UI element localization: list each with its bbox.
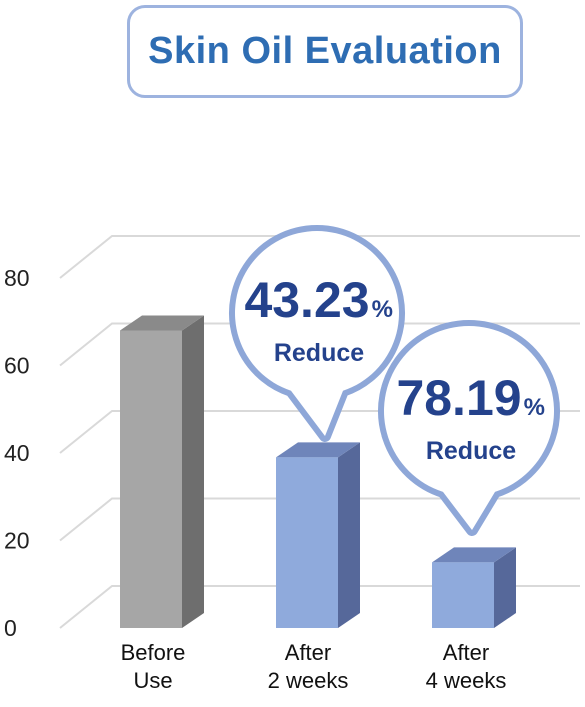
bar-side	[494, 547, 516, 628]
gridline	[59, 585, 580, 629]
x-category-label: After	[285, 640, 331, 665]
bar-side	[182, 315, 204, 628]
bar	[432, 547, 516, 628]
x-category-label: After	[443, 640, 489, 665]
y-tick-label: 40	[4, 440, 30, 466]
gridline	[59, 322, 580, 367]
bar-side	[338, 442, 360, 628]
y-tick-label: 20	[4, 528, 30, 554]
bar-top	[432, 547, 516, 563]
bar-front	[120, 330, 182, 628]
gridline	[59, 497, 580, 542]
callout-percent-value: 78.19	[396, 370, 521, 426]
x-category-label: 2 weeks	[268, 668, 349, 693]
x-category-label: 4 weeks	[426, 668, 507, 693]
y-tick-label: 60	[4, 353, 30, 379]
callout-percent-value: 43.23	[244, 272, 369, 328]
bar	[276, 442, 360, 628]
gridline	[59, 235, 580, 279]
reduction-callout: 43.23 % Reduce	[229, 225, 405, 442]
x-category-label: Use	[133, 668, 172, 693]
callout-reduce-label: Reduce	[426, 437, 516, 465]
bar-front	[276, 457, 338, 628]
chart-title-box: Skin Oil Evaluation	[127, 5, 523, 98]
y-tick-label: 80	[4, 265, 30, 291]
bar-top	[276, 442, 360, 458]
callout-percent-sign: %	[524, 394, 545, 421]
callout-fill	[234, 231, 399, 436]
x-category-label: Before	[121, 640, 186, 665]
bar-top	[120, 315, 204, 331]
bar-front	[432, 562, 494, 628]
y-tick-label: 0	[4, 615, 17, 641]
bar	[120, 315, 204, 628]
chart-title: Skin Oil Evaluation	[148, 30, 502, 72]
callout-reduce-label: Reduce	[274, 339, 364, 367]
callout-percent-sign: %	[372, 296, 393, 323]
reduction-callout: 78.19 % Reduce	[378, 320, 560, 536]
callout-fill	[384, 326, 555, 530]
